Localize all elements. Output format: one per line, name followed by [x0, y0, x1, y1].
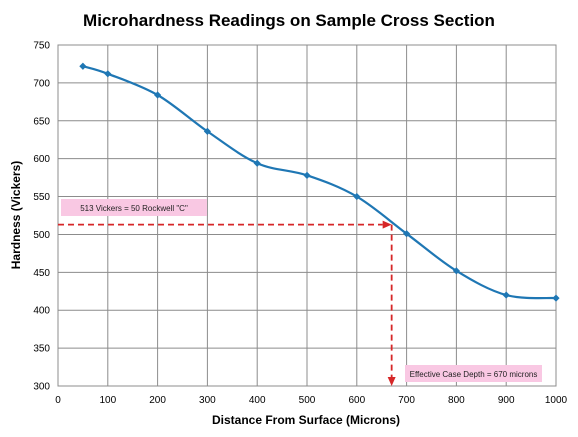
y-tick-label: 750	[33, 41, 50, 52]
data-point	[253, 159, 261, 167]
x-tick-label: 200	[149, 395, 166, 406]
annotation-box	[405, 365, 542, 382]
data-point	[552, 294, 560, 302]
x-tick-label: 0	[55, 395, 61, 406]
reference-lines: 513 Vickers = 50 Rockwell "C" Effective C…	[58, 199, 542, 386]
y-tick-label: 600	[33, 154, 50, 165]
y-axis-label: Hardness (Vickers)	[9, 161, 23, 270]
series-layer	[79, 62, 560, 302]
y-tick-label: 550	[33, 192, 50, 203]
data-point	[403, 230, 411, 238]
x-tick-label: 900	[498, 395, 515, 406]
y-tick-label: 500	[33, 230, 50, 241]
x-tick-label: 600	[348, 395, 365, 406]
x-tick-label: 500	[299, 395, 316, 406]
x-tick-label: 800	[448, 395, 465, 406]
x-tick-label: 700	[398, 395, 415, 406]
data-point	[79, 62, 87, 70]
data-point	[502, 291, 510, 299]
data-point	[104, 70, 112, 78]
annotation-horizontal-label: 513 Vickers = 50 Rockwell "C"	[80, 204, 188, 213]
y-tick-label: 450	[33, 268, 50, 279]
plot-area-border	[57, 44, 557, 387]
x-tick-label: 400	[249, 395, 266, 406]
data-point	[154, 91, 162, 99]
data-point	[303, 171, 311, 179]
data-point	[452, 267, 460, 275]
annotation-vertical-label: Effective Case Depth = 670 microns	[410, 370, 538, 379]
annotation-box	[61, 199, 207, 216]
arrow-head-right	[382, 220, 392, 229]
data-point	[353, 192, 361, 201]
chart-title: Microhardness Readings on Sample Cross S…	[83, 11, 495, 30]
y-tick-label: 650	[33, 116, 50, 127]
y-tick-label: 350	[33, 344, 50, 355]
arrow-head-down	[387, 377, 396, 386]
x-tick-label: 300	[199, 395, 216, 406]
y-tick-label: 700	[33, 78, 50, 89]
data-point	[203, 127, 211, 135]
x-tick-label: 1000	[545, 395, 568, 406]
x-axis-label: Distance From Surface (Microns)	[212, 413, 400, 427]
y-tick-label: 400	[33, 306, 50, 317]
y-axis-ticks: 300 350 400 450 500 550 600 650 700 750	[33, 41, 50, 393]
x-axis-ticks: 0 100 200 300 400 500 600 700 800 900 1000	[55, 395, 567, 406]
y-tick-label: 300	[33, 382, 50, 393]
x-tick-label: 100	[99, 395, 116, 406]
